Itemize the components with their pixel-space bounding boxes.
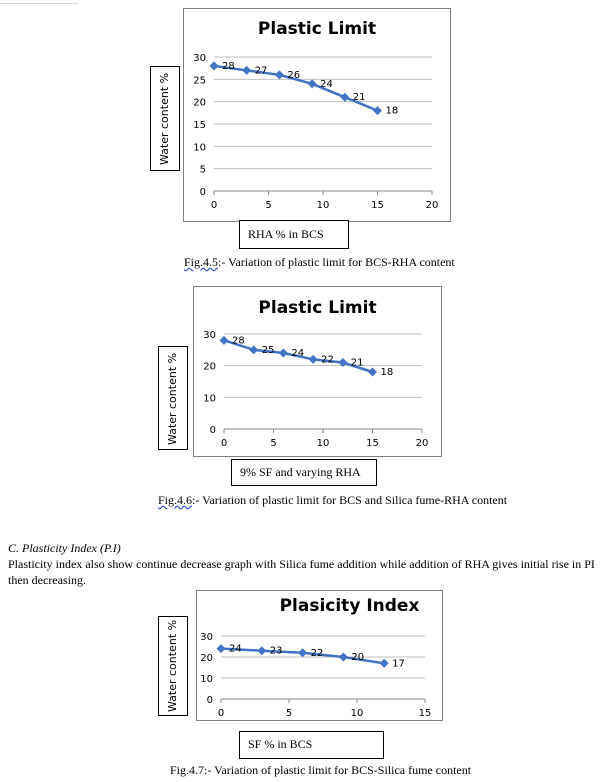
x-tick-label: 20 [426,200,439,211]
y-axis-label: Water content % [166,352,179,445]
x-tick-label: 5 [265,200,271,211]
chart-frame-plasticity-index: Plasicity Index 0 10 20 30 0 5 10 15 24 23 22 20 17 [196,590,443,721]
figure-caption-text: :- Variation of plastic limit for BCS-RH… [218,255,455,269]
x-axis-label-box: RHA % in BCS [239,220,349,249]
series-line [223,339,373,374]
y-axis-label: Water content % [158,72,171,165]
data-label: 17 [392,658,405,669]
section-heading: C. Plasticity Index (P.I) [8,541,121,555]
data-point [209,61,219,71]
x-tick-label: 0 [221,438,227,449]
figure-number: Fig.4.7 [170,763,205,777]
figure-number: Fig.4.6 [158,493,193,507]
y-axis-label-box: Water content % [158,346,188,450]
data-label: 20 [351,652,364,663]
chart-title: Plastic Limit [257,19,377,39]
x-tick-label: 15 [371,200,384,211]
x-tick-label: 5 [270,438,276,449]
x-tick-label: 20 [416,438,429,449]
figure-caption: Fig.4.6:- Variation of plastic limit for… [158,493,507,508]
y-tick-label: 30 [203,330,216,341]
data-point [373,106,382,116]
data-label: 25 [262,345,275,356]
data-point [298,648,308,658]
chart-frame-plastic-limit-sf-rha: Plastic Limit 0 10 20 30 0 5 10 15 20 28 25 24 22 21 1… [193,286,442,457]
y-tick-label: 15 [193,120,206,131]
data-label: 21 [353,92,366,103]
data-point [257,646,267,656]
data-point [274,70,284,80]
y-tick-label: 10 [193,142,206,153]
x-tick-label: 15 [366,438,379,449]
data-label: 24 [291,348,304,359]
y-axis-label-box: Water content % [158,616,188,716]
y-tick-label: 20 [200,653,213,664]
y-tick-label: 5 [200,165,206,176]
data-point [242,65,252,75]
y-tick-label: 30 [193,53,206,64]
x-tick-label: 15 [419,708,432,719]
figure-caption-text: :- Variation of plastic limit for BCS-Si… [204,763,472,777]
y-tick-label: 25 [193,75,206,86]
chart-plot: 0 10 20 30 0 5 10 15 20 28 25 24 22 21 18 [203,330,429,449]
x-tick-label: 10 [351,708,364,719]
data-label: 22 [321,354,334,365]
data-label: 18 [386,106,399,117]
data-label: 27 [255,65,268,76]
figure-caption: Fig.4.7:- Variation of plastic limit for… [170,763,471,778]
x-axis-label: 9% SF and varying RHA [240,465,361,479]
data-label: 23 [270,646,283,657]
x-axis-label-box: 9% SF and varying RHA [231,459,377,486]
section-body: Plasticity index also show continue decr… [8,557,595,587]
data-point [308,354,318,364]
chart-title: Plastic Limit [258,298,377,318]
x-tick-label: 5 [286,708,292,719]
y-tick-label: 0 [210,425,216,436]
figure-caption-text: :- Variation of plastic limit for BCS an… [192,493,508,507]
data-point [338,652,348,662]
figure-caption: Fig.4.5:- Variation of plastic limit for… [184,255,455,270]
chart-title: Plasicity Index [279,596,420,616]
data-label: 24 [320,79,333,90]
data-point [216,644,226,654]
data-point [340,92,350,102]
data-label: 24 [229,644,242,655]
data-point [278,348,288,358]
x-tick-label: 0 [218,708,224,719]
chart-plot: 0 5 10 15 20 25 30 0 5 10 15 20 28 27 26 24 21 18 [193,53,439,211]
data-point [249,345,259,355]
x-tick-label: 0 [211,200,217,211]
y-axis-label: Water content % [166,619,179,712]
y-tick-label: 10 [203,393,216,404]
y-tick-label: 20 [203,362,216,373]
y-tick-label: 20 [193,98,206,109]
x-axis-label-box: SF % in BCS [239,731,384,759]
data-point [368,367,377,377]
data-label: 18 [381,367,394,378]
data-label: 28 [222,61,235,72]
chart-frame-plastic-limit-rha: Plastic Limit 0 5 10 15 20 25 30 0 5 10 15 20 28 27 26… [183,8,451,222]
chart-plot: 0 10 20 30 0 5 10 15 24 23 22 20 17 [200,632,432,719]
data-label: 26 [287,70,300,81]
y-tick-label: 0 [207,695,213,706]
data-point [219,335,229,345]
x-tick-label: 10 [317,438,330,449]
data-label: 22 [311,648,324,659]
data-point [307,79,317,89]
y-tick-label: 30 [200,632,213,643]
data-label: 21 [351,358,364,369]
y-tick-label: 0 [200,187,206,198]
data-label: 28 [232,335,245,346]
data-point [338,358,348,367]
y-tick-label: 10 [200,674,213,685]
figure-number: Fig.4.5 [184,255,219,269]
x-axis-label: RHA % in BCS [248,227,324,241]
y-axis-label-box: Water content % [150,66,180,171]
x-tick-label: 10 [317,200,330,211]
data-point [379,658,389,668]
series-line [213,64,378,112]
x-axis-label: SF % in BCS [248,737,313,751]
header-rule [0,3,78,4]
